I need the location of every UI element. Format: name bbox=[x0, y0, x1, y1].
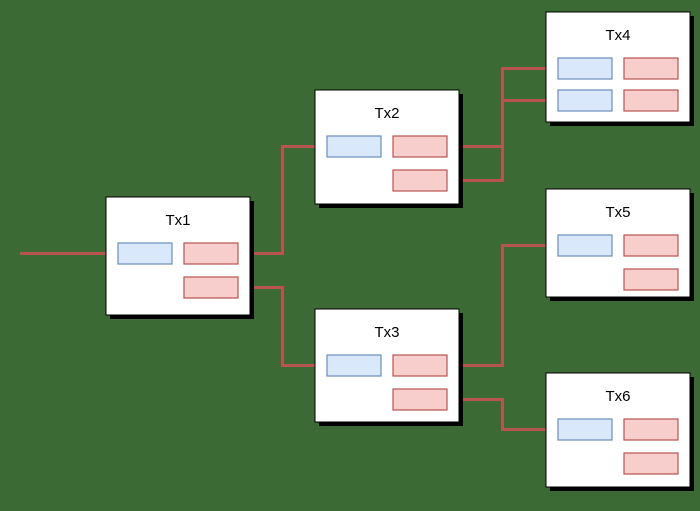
tx6-label: Tx6 bbox=[605, 388, 630, 405]
tx4-output-1 bbox=[623, 89, 679, 112]
tx4-input-1 bbox=[557, 89, 613, 112]
tx2-output-0 bbox=[392, 135, 448, 158]
transaction-tx5: Tx5 bbox=[545, 188, 694, 301]
tx3-input-0 bbox=[326, 354, 382, 377]
tx5-label: Tx5 bbox=[605, 204, 630, 221]
transaction-tx4: Tx4 bbox=[545, 11, 694, 126]
tx6-output-0 bbox=[623, 418, 679, 441]
tx2-output-1 bbox=[392, 169, 448, 192]
transaction-tx3: Tx3 bbox=[314, 308, 463, 426]
tx5-output-1 bbox=[623, 268, 679, 291]
tx1-input-0 bbox=[117, 242, 173, 265]
edge-tx3-out-0-to-tx5-in-0 bbox=[447, 241, 557, 367]
tx4-label: Tx4 bbox=[605, 27, 630, 44]
transaction-tx1: Tx1 bbox=[105, 196, 254, 319]
tx3-label: Tx3 bbox=[374, 324, 399, 341]
tx5-input-0 bbox=[557, 234, 613, 257]
edge-tx2-out-1-to-tx4-in-1 bbox=[447, 96, 557, 182]
tx2-label: Tx2 bbox=[374, 105, 399, 122]
tx1-output-1 bbox=[183, 276, 239, 299]
tx3-output-1 bbox=[392, 388, 448, 411]
tx2-input-0 bbox=[326, 135, 382, 158]
edge-tx1-out-0-to-tx2-in-0 bbox=[238, 142, 326, 255]
tx4-output-0 bbox=[623, 57, 679, 80]
transaction-tx2: Tx2 bbox=[314, 89, 463, 208]
tx5-output-0 bbox=[623, 234, 679, 257]
tx6-output-1 bbox=[623, 452, 679, 475]
edge-tx3-out-1-to-tx6-in-0 bbox=[447, 398, 557, 434]
edges-layer bbox=[20, 64, 557, 434]
tx4-input-0 bbox=[557, 57, 613, 80]
tx3-output-0 bbox=[392, 354, 448, 377]
tx1-label: Tx1 bbox=[165, 212, 190, 229]
transaction-tx6: Tx6 bbox=[545, 372, 694, 491]
tx6-input-0 bbox=[557, 418, 613, 441]
tx1-output-0 bbox=[183, 242, 239, 265]
edge-tx1-out-1-to-tx3-in-0 bbox=[238, 286, 326, 370]
nodes-layer: Tx1 Tx2 Tx3 Tx4 Tx5 Tx6 bbox=[105, 11, 694, 491]
